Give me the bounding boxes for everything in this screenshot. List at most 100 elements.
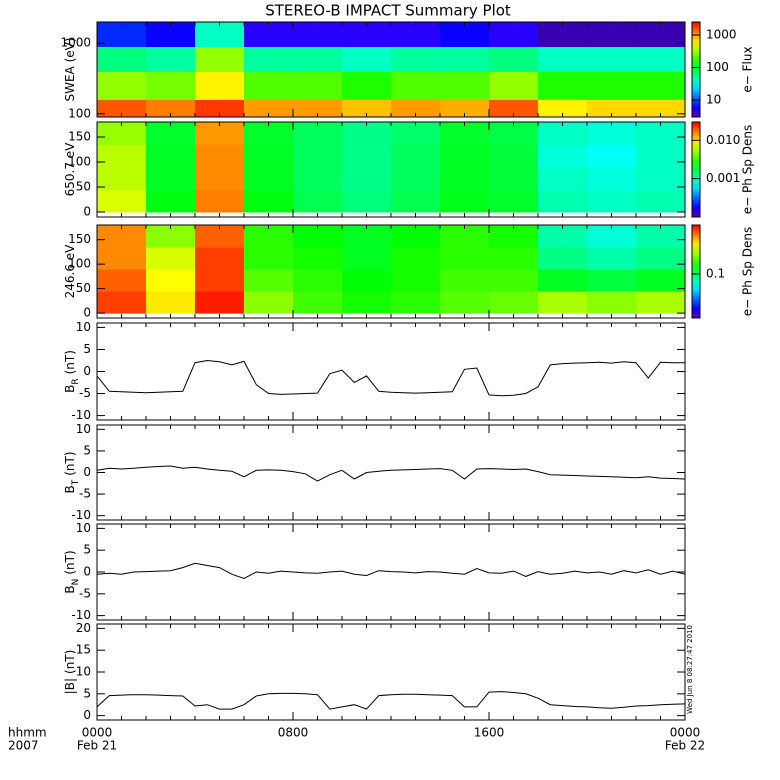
heatmap-cell xyxy=(195,247,245,270)
heatmap-cell xyxy=(195,167,245,190)
heatmap-cell xyxy=(293,71,343,100)
data-line xyxy=(96,691,686,710)
heatmap-cell xyxy=(293,122,343,145)
y-axis-label: BR (nT) xyxy=(63,350,81,393)
heatmap-cell xyxy=(195,269,245,292)
heatmap-cell xyxy=(146,291,196,314)
heatmap-cell xyxy=(195,189,245,213)
heatmap-cell xyxy=(440,247,490,270)
x-axis-label: 2007 xyxy=(8,739,39,753)
heatmap-cell xyxy=(489,71,539,100)
heatmap-cell xyxy=(244,46,294,72)
data-line xyxy=(96,562,686,580)
heatmap-cell xyxy=(195,122,245,145)
x-date-label: Feb 22 xyxy=(665,739,705,753)
y-tick-label: 10 xyxy=(76,422,91,436)
heatmap-cell xyxy=(342,167,392,190)
y-tick-label: 0 xyxy=(83,565,91,579)
y-label-main: B xyxy=(63,485,77,493)
heatmap-cell xyxy=(391,291,441,314)
heatmap-cell xyxy=(489,46,539,72)
y-tick-label: 0 xyxy=(83,465,91,479)
heatmap-cell xyxy=(195,225,245,248)
heatmap-cell xyxy=(587,144,637,168)
heatmap-cell xyxy=(244,247,294,270)
heatmap-cell xyxy=(440,22,490,47)
y-label-unit: (nT) xyxy=(63,350,77,374)
heatmap-cell xyxy=(293,46,343,72)
heatmap-cell xyxy=(146,122,196,145)
y-tick-label: 100 xyxy=(68,106,91,120)
heatmap-cell xyxy=(342,46,392,72)
y-tick-label: 5 xyxy=(83,443,91,457)
heatmap-cell xyxy=(489,122,539,145)
heatmap-cell xyxy=(195,71,245,100)
y-tick-label: 50 xyxy=(76,281,91,295)
heatmap-cell xyxy=(342,269,392,292)
colorbar-label: e− Flux xyxy=(741,46,755,92)
heatmap-cell xyxy=(440,225,490,248)
colorbar xyxy=(691,224,701,319)
y-tick-label: 10 xyxy=(76,665,91,679)
y-axis-label: SWEA (eV) xyxy=(63,37,77,101)
y-tick-label: 5 xyxy=(83,686,91,700)
heatmap-cell xyxy=(489,144,539,168)
heatmap-cell xyxy=(391,225,441,248)
heatmap-cell xyxy=(342,225,392,248)
heatmap-cell xyxy=(293,247,343,270)
heatmap-cell xyxy=(538,247,588,270)
y-label-unit: (nT) xyxy=(63,550,77,574)
heatmap-cell xyxy=(146,71,196,100)
heatmap-cell xyxy=(244,122,294,145)
panel: -10 -5 0 5 10 BT (nT) xyxy=(63,422,686,522)
heatmap-cell xyxy=(440,46,490,72)
y-tick-label: 150 xyxy=(68,130,91,144)
heatmap-cell xyxy=(440,99,490,118)
heatmap-cell xyxy=(244,167,294,190)
panel-frame xyxy=(96,322,686,421)
y-label-main: B xyxy=(63,585,77,593)
heatmap-cell xyxy=(587,269,637,292)
y-tick-label: -5 xyxy=(79,586,91,600)
heatmap-cell xyxy=(440,189,490,213)
y-axis-label: |B| (nT) xyxy=(63,650,77,695)
heatmap-cell xyxy=(538,167,588,190)
heatmap-cell xyxy=(538,144,588,168)
y-label-main: SWEA (eV) xyxy=(63,37,77,101)
heatmap-cell xyxy=(636,99,686,118)
y-tick-label: 5 xyxy=(83,342,91,356)
heatmap-cell xyxy=(538,269,588,292)
y-label-main: |B| xyxy=(63,678,77,694)
y-axis-label: 246.6 eV xyxy=(63,244,77,299)
heatmap-cell xyxy=(244,225,294,248)
heatmap-cell xyxy=(146,99,196,118)
heatmap-cell xyxy=(489,225,539,248)
heatmap-cell xyxy=(636,189,686,213)
heatmap-cell xyxy=(489,189,539,213)
y-label-sub: R xyxy=(71,378,81,384)
heatmap-cell xyxy=(342,291,392,314)
heatmap-cell xyxy=(293,22,343,47)
y-tick-label: 0 xyxy=(83,306,91,320)
heatmap-cell xyxy=(636,71,686,100)
heatmap-cell xyxy=(636,225,686,248)
heatmap-cell xyxy=(391,189,441,213)
heatmap-cell xyxy=(195,144,245,168)
heatmap-cell xyxy=(587,291,637,314)
heatmap-cell xyxy=(587,225,637,248)
heatmap-cell xyxy=(440,291,490,314)
heatmap-cell xyxy=(146,167,196,190)
heatmap-cell xyxy=(538,46,588,72)
heatmap-cell xyxy=(97,46,147,72)
heatmap-cell xyxy=(342,99,392,118)
heatmap-cell xyxy=(97,99,147,118)
y-tick-label: -10 xyxy=(71,408,91,422)
timestamp: Wed Jun 8 08:27:47 2010 xyxy=(686,625,694,714)
heatmap-cell xyxy=(342,144,392,168)
y-tick-label: 1000 xyxy=(60,36,91,50)
heatmap-cell xyxy=(440,144,490,168)
y-tick-label: 0 xyxy=(83,205,91,219)
heatmap-cell xyxy=(97,225,147,248)
heatmap-cell xyxy=(146,247,196,270)
